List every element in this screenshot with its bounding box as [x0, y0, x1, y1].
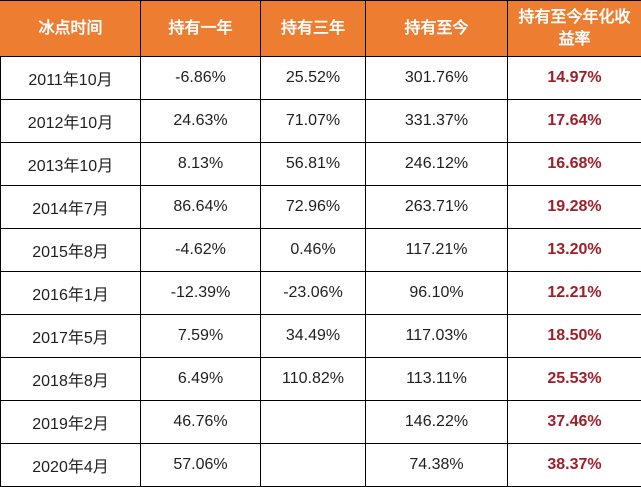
hold-to-date-cell: 117.21%: [365, 228, 508, 272]
hold-to-date-cell: 113.11%: [365, 357, 508, 401]
header-hold-to-date: 持有至今: [365, 0, 508, 57]
hold-1y-cell: -4.62%: [140, 228, 261, 272]
header-row: 冰点时间 持有一年 持有三年 持有至今 持有至今年化收益率: [0, 0, 641, 57]
table-row: 2014年7月 86.64% 72.96% 263.71% 19.28%: [0, 185, 641, 229]
hold-1y-cell: 8.13%: [140, 142, 261, 186]
annualized-return-cell: 17.64%: [507, 99, 641, 143]
table-row: 2017年5月 7.59% 34.49% 117.03% 18.50%: [0, 314, 641, 358]
table-row: 2011年10月 -6.86% 25.52% 301.76% 14.97%: [0, 56, 641, 100]
table-row: 2012年10月 24.63% 71.07% 331.37% 17.64%: [0, 99, 641, 143]
hold-1y-cell: -12.39%: [140, 271, 261, 315]
freeze-date-cell: 2018年8月: [0, 357, 141, 401]
hold-3y-cell: 34.49%: [260, 314, 366, 358]
table-row: 2019年2月 46.76% 146.22% 37.46%: [0, 400, 641, 444]
hold-to-date-cell: 331.37%: [365, 99, 508, 143]
hold-to-date-cell: 146.22%: [365, 400, 508, 444]
hold-1y-cell: 46.76%: [140, 400, 261, 444]
freeze-date-cell: 2016年1月: [0, 271, 141, 315]
table-row: 2020年4月 57.06% 74.38% 38.37%: [0, 443, 641, 487]
hold-1y-cell: 86.64%: [140, 185, 261, 229]
annualized-return-cell: 38.37%: [507, 443, 641, 487]
hold-3y-cell: 25.52%: [260, 56, 366, 100]
annualized-return-cell: 12.21%: [507, 271, 641, 315]
freeze-date-cell: 2011年10月: [0, 56, 141, 100]
annualized-return-cell: 37.46%: [507, 400, 641, 444]
header-hold-1y: 持有一年: [140, 0, 261, 57]
annualized-return-cell: 18.50%: [507, 314, 641, 358]
hold-3y-cell: 110.82%: [260, 357, 366, 401]
hold-3y-cell: 0.46%: [260, 228, 366, 272]
hold-to-date-cell: 263.71%: [365, 185, 508, 229]
header-freeze-date: 冰点时间: [0, 0, 141, 57]
hold-to-date-cell: 117.03%: [365, 314, 508, 358]
hold-3y-cell: 72.96%: [260, 185, 366, 229]
freeze-date-cell: 2012年10月: [0, 99, 141, 143]
hold-to-date-cell: 96.10%: [365, 271, 508, 315]
annualized-return-cell: 14.97%: [507, 56, 641, 100]
hold-1y-cell: 24.63%: [140, 99, 261, 143]
freeze-date-cell: 2017年5月: [0, 314, 141, 358]
freeze-date-cell: 2013年10月: [0, 142, 141, 186]
hold-to-date-cell: 301.76%: [365, 56, 508, 100]
hold-1y-cell: 6.49%: [140, 357, 261, 401]
hold-3y-cell: 56.81%: [260, 142, 366, 186]
table-row: 2018年8月 6.49% 110.82% 113.11% 25.53%: [0, 357, 641, 401]
freeze-date-cell: 2014年7月: [0, 185, 141, 229]
header-hold-3y: 持有三年: [260, 0, 366, 57]
table-row: 2013年10月 8.13% 56.81% 246.12% 16.68%: [0, 142, 641, 186]
freeze-date-cell: 2015年8月: [0, 228, 141, 272]
annualized-return-cell: 25.53%: [507, 357, 641, 401]
hold-1y-cell: 7.59%: [140, 314, 261, 358]
freeze-date-cell: 2020年4月: [0, 443, 141, 487]
hold-3y-cell: -23.06%: [260, 271, 366, 315]
hold-3y-cell-empty: [260, 400, 366, 444]
hold-3y-cell: 71.07%: [260, 99, 366, 143]
hold-1y-cell: -6.86%: [140, 56, 261, 100]
hold-1y-cell: 57.06%: [140, 443, 261, 487]
hold-3y-cell-empty: [260, 443, 366, 487]
table-row: 2015年8月 -4.62% 0.46% 117.21% 13.20%: [0, 228, 641, 272]
annualized-return-cell: 13.20%: [507, 228, 641, 272]
hold-to-date-cell: 74.38%: [365, 443, 508, 487]
annualized-return-cell: 19.28%: [507, 185, 641, 229]
table-row: 2016年1月 -12.39% -23.06% 96.10% 12.21%: [0, 271, 641, 315]
hold-to-date-cell: 246.12%: [365, 142, 508, 186]
header-annualized-return: 持有至今年化收益率: [507, 0, 641, 57]
annualized-return-cell: 16.68%: [507, 142, 641, 186]
freeze-date-cell: 2019年2月: [0, 400, 141, 444]
